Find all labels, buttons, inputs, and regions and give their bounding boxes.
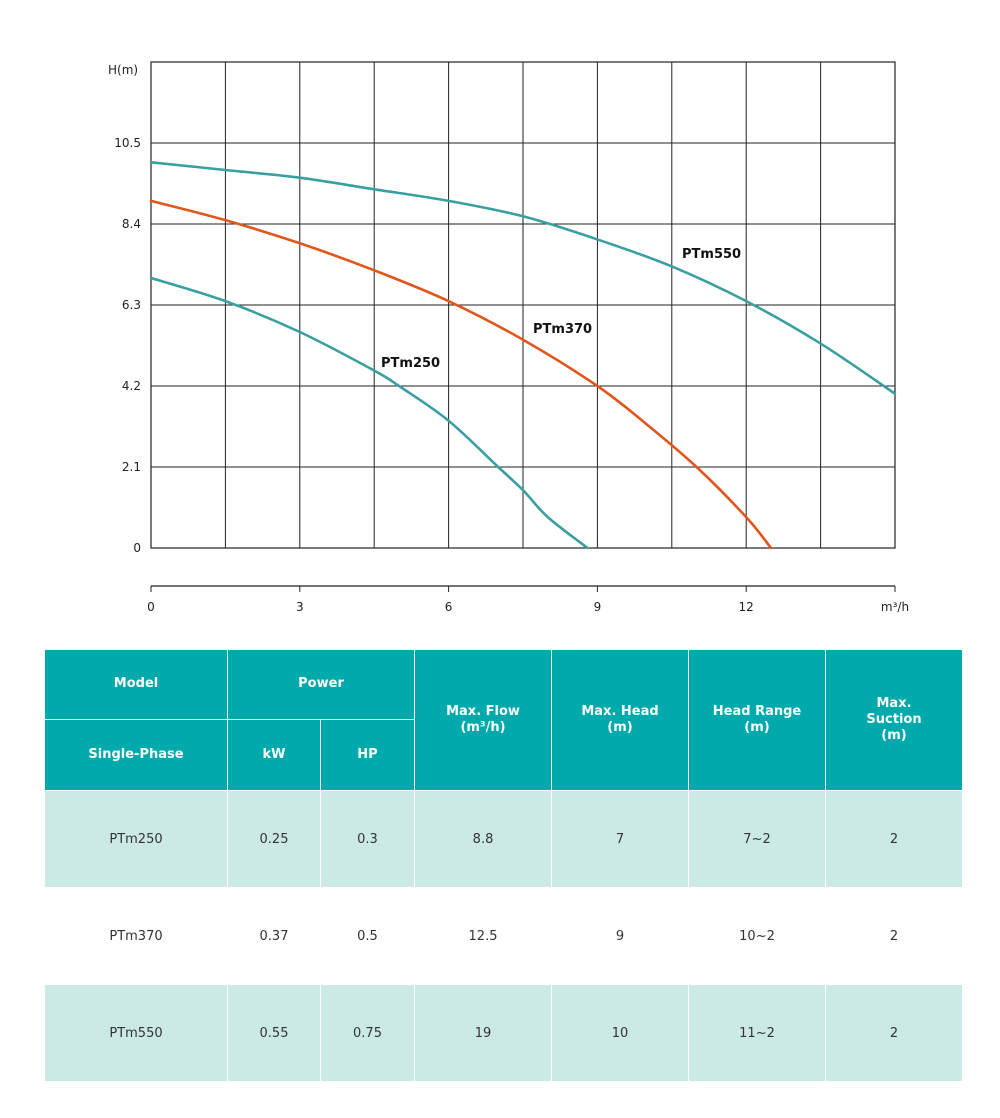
cell-hp: 0.75: [319, 984, 416, 1082]
pump-performance-chart: 0 2.1 4.2 6.3 8.4 10.5 0 3 6 9 12 m³/h PTm250 PTm37…: [108, 61, 909, 614]
cell-kw: 0.37: [227, 887, 321, 985]
header-max-suction-line1: Max.: [876, 695, 912, 711]
spec-table: Model Power Max. Flow (m³/h) Max. Head (…: [44, 649, 964, 1082]
header-head-range: Head Range (m): [688, 649, 827, 791]
curve-ptm550: [149, 160, 897, 396]
cell-max-head: 7: [551, 790, 690, 888]
y-tick-label: 10.5: [114, 136, 141, 150]
table-row: PTm550 0.55 0.75 19 10 11~2 2: [44, 984, 964, 1082]
y-tick-label: 8.4: [122, 217, 141, 231]
header-max-flow: Max. Flow (m³/h): [414, 649, 553, 791]
y-tick-label: 6.3: [122, 298, 141, 312]
header-single-phase: Single-Phase: [44, 719, 228, 791]
curve-ptm250: [149, 276, 589, 550]
curve-label-ptm370: PTm370: [533, 322, 592, 337]
cell-max-flow: 19: [414, 984, 553, 1082]
cell-kw: 0.25: [227, 790, 321, 888]
curve-labels: PTm250 PTm370 PTm550: [381, 247, 741, 371]
x-tick-label: 6: [445, 600, 453, 614]
header-max-suction: Max. Suction (m): [825, 649, 964, 791]
header-max-head-line1: Max. Head: [581, 703, 659, 719]
x-axis-label: m³/h: [881, 600, 909, 614]
header-power: Power: [226, 649, 416, 720]
cell-hp: 0.3: [319, 790, 416, 888]
cell-model: PTm250: [44, 790, 228, 888]
header-max-suction-line2: Suction: [866, 711, 922, 727]
cell-model: PTm550: [44, 984, 228, 1082]
header-max-flow-line1: Max. Flow: [446, 703, 520, 719]
cell-max-head: 10: [551, 984, 690, 1082]
header-max-suction-line3: (m): [881, 728, 907, 744]
table-row: PTm370 0.37 0.5 12.5 9 10~2 2: [44, 887, 964, 985]
curve-label-ptm250: PTm250: [381, 356, 440, 371]
cell-max-suction: 2: [825, 984, 964, 1082]
cell-kw: 0.55: [227, 984, 321, 1082]
cell-model: PTm370: [44, 887, 228, 985]
header-head-range-line2: (m): [744, 720, 770, 735]
cell-max-suction: 2: [825, 887, 964, 985]
y-tick-label: 0: [133, 541, 141, 555]
header-head-range-line1: Head Range: [712, 703, 802, 719]
header-max-head: Max. Head (m): [551, 649, 690, 791]
cell-head-range: 11~2: [688, 984, 827, 1082]
header-hp: HP: [319, 719, 416, 791]
table-row: PTm250 0.25 0.3 8.8 7 7~2 2: [44, 790, 964, 888]
header-kw: kW: [227, 719, 321, 791]
y-tick-label: 2.1: [122, 460, 141, 474]
x-tick-label: 12: [739, 600, 754, 614]
chart-grid: [150, 61, 896, 549]
header-model: Model: [44, 649, 228, 720]
chart-curves: [149, 160, 897, 550]
x-tick-label: 3: [296, 600, 304, 614]
cell-max-head: 9: [551, 887, 690, 985]
cell-head-range: 10~2: [688, 887, 827, 985]
cell-hp: 0.5: [319, 887, 416, 985]
curve-ptm370: [149, 199, 773, 550]
y-axis-label: H(m): [108, 63, 138, 77]
header-max-flow-line2: (m³/h): [460, 720, 506, 735]
y-tick-label: 4.2: [122, 379, 141, 393]
cell-max-suction: 2: [825, 790, 964, 888]
header-max-head-line2: (m): [607, 720, 633, 735]
x-tick-label: 0: [147, 600, 155, 614]
y-axis-ticks: 0 2.1 4.2 6.3 8.4 10.5: [114, 136, 141, 555]
curve-label-ptm550: PTm550: [682, 247, 741, 262]
x-axis: 0 3 6 9 12 m³/h: [147, 585, 909, 614]
x-tick-label: 9: [594, 600, 602, 614]
cell-max-flow: 12.5: [414, 887, 553, 985]
cell-max-flow: 8.8: [414, 790, 553, 888]
cell-head-range: 7~2: [688, 790, 827, 888]
